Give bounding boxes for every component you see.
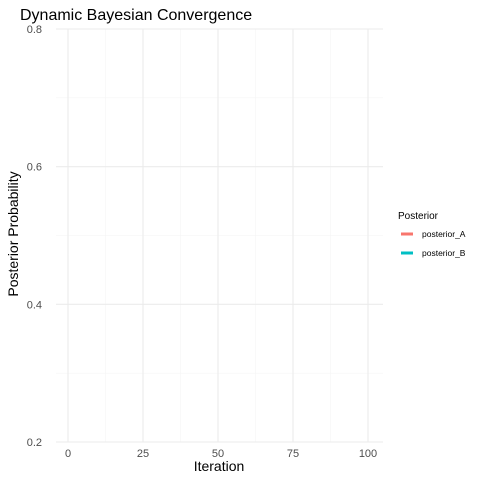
legend-title: Posterior: [398, 211, 439, 222]
x-tick-label: 75: [287, 448, 299, 460]
legend-label: posterior_A: [422, 229, 466, 239]
chart-title: Dynamic Bayesian Convergence: [20, 7, 252, 24]
legend-label: posterior_B: [422, 248, 466, 258]
x-axis-ticks: 0 25 50 75 100: [65, 448, 377, 460]
y-tick-label: 0.2: [27, 437, 42, 449]
y-axis-title: Posterior Probability: [5, 171, 21, 296]
x-tick-label: 25: [137, 448, 149, 460]
y-tick-label: 0.4: [27, 299, 42, 311]
y-tick-label: 0.6: [27, 162, 42, 174]
x-tick-label: 100: [359, 448, 377, 460]
legend: Posterior posterior_A posterior_B: [398, 211, 466, 258]
y-axis-ticks: 0.2 0.4 0.6 0.8: [27, 24, 42, 449]
y-tick-label: 0.8: [27, 24, 42, 36]
x-tick-label: 0: [65, 448, 71, 460]
panel-grid: [56, 28, 383, 443]
x-tick-label: 50: [212, 448, 224, 460]
x-axis-title: Iteration: [194, 458, 245, 474]
